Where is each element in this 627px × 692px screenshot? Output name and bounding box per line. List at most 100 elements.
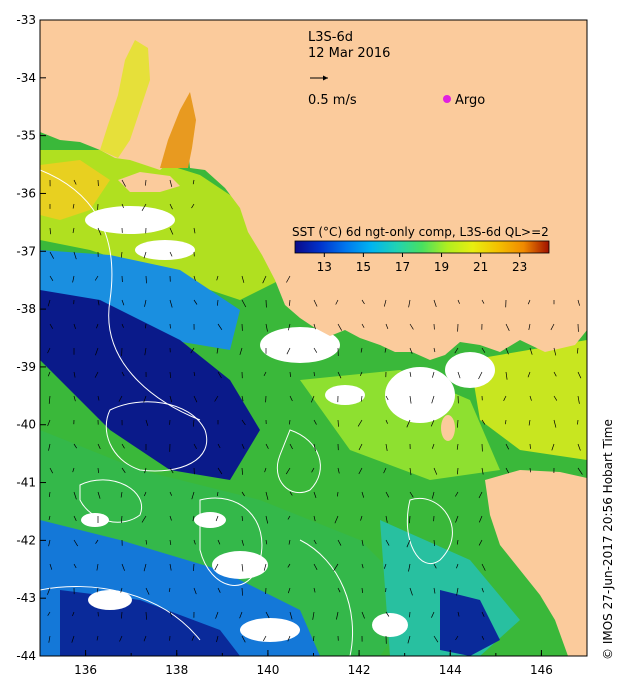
current-vector <box>241 587 243 596</box>
current-vector <box>334 515 339 524</box>
vector-scale-label: 0.5 m/s <box>308 93 357 108</box>
current-vector <box>169 563 172 571</box>
current-vector <box>431 395 435 404</box>
colorbar-tick-label: 19 <box>434 260 449 274</box>
argo-label: Argo <box>455 93 485 108</box>
current-vector <box>73 539 78 547</box>
current-vector <box>169 299 173 308</box>
current-vector <box>287 515 291 520</box>
current-vector <box>48 395 51 404</box>
current-vector <box>169 251 173 257</box>
current-vector <box>48 539 51 547</box>
current-vector <box>313 587 316 593</box>
current-vector <box>385 419 388 424</box>
current-vector <box>408 563 411 572</box>
y-tick-label: -39 <box>16 360 36 374</box>
current-vector <box>337 587 341 593</box>
current-vector <box>97 467 99 474</box>
current-vector <box>337 323 343 331</box>
current-vector <box>433 347 436 353</box>
current-vector <box>96 563 99 571</box>
current-vector <box>216 347 219 354</box>
current-vector <box>215 515 219 522</box>
argo-marker-icon <box>443 95 451 103</box>
current-vector <box>313 299 318 307</box>
current-vector <box>217 467 223 475</box>
y-tick-label: -43 <box>16 591 36 605</box>
tasmania <box>485 470 587 656</box>
current-vector <box>481 587 484 593</box>
current-vector <box>95 347 99 356</box>
current-vector <box>241 395 244 402</box>
current-vector <box>169 395 173 403</box>
current-vector <box>169 323 171 329</box>
sst-band-cool-mid <box>40 250 240 350</box>
current-vector <box>528 323 531 330</box>
x-tick-label: 142 <box>348 663 371 677</box>
current-vector <box>72 467 75 473</box>
current-vector <box>190 347 195 354</box>
current-vector <box>456 563 459 569</box>
current-vector <box>456 443 459 450</box>
land-mass <box>40 20 587 360</box>
current-vector <box>385 491 390 498</box>
current-vector <box>481 419 486 425</box>
current-vector <box>454 491 459 497</box>
current-vector <box>143 395 147 403</box>
current-vector <box>169 203 173 210</box>
current-vector <box>49 467 54 474</box>
current-vector <box>145 419 149 426</box>
current-vector <box>95 539 99 544</box>
current-vector <box>505 323 510 331</box>
current-vector <box>265 611 270 619</box>
current-vector <box>478 371 483 380</box>
current-vector <box>433 587 436 594</box>
current-vector <box>193 275 196 281</box>
colorbar-title: SST (°C) 6d ngt-only comp, L3S-6d QL>=2 <box>292 225 549 239</box>
current-vector <box>361 491 365 498</box>
current-vector <box>310 395 315 403</box>
product-label: L3S-6d <box>308 30 353 45</box>
current-vector <box>431 443 435 449</box>
y-tick-label: -36 <box>16 186 36 200</box>
current-vector <box>72 275 75 283</box>
y-tick-label: -40 <box>16 418 36 432</box>
current-vector <box>576 347 579 354</box>
current-vector <box>383 299 387 307</box>
current-vector <box>457 467 459 475</box>
y-tick-label: -41 <box>16 476 36 490</box>
current-vector <box>121 371 125 377</box>
current-vector <box>337 539 342 546</box>
current-vector <box>169 179 173 187</box>
current-vector <box>505 371 508 380</box>
current-vector <box>384 347 387 353</box>
current-vector <box>241 299 247 308</box>
current-vector <box>409 371 412 377</box>
current-vector <box>169 515 172 521</box>
current-vector <box>358 443 363 451</box>
kangaroo-island <box>118 172 180 192</box>
y-tick-label: -34 <box>16 71 36 85</box>
current-vector <box>577 443 581 451</box>
current-vector <box>47 347 51 354</box>
current-vector <box>265 539 268 545</box>
current-vector <box>409 515 411 524</box>
current-vector <box>481 347 486 353</box>
current-vector <box>49 275 54 281</box>
current-vector <box>313 323 316 330</box>
current-vector <box>385 611 390 617</box>
current-vector <box>169 491 173 496</box>
current-vector <box>214 563 219 571</box>
current-vector <box>333 563 339 571</box>
current-vector <box>457 371 461 379</box>
current-vector <box>529 443 531 449</box>
current-vector <box>143 491 147 497</box>
current-vector <box>49 323 54 329</box>
current-vector <box>357 419 363 427</box>
sst-band-southeast-blue <box>440 590 500 656</box>
current-vector <box>73 515 77 521</box>
current-vector <box>121 323 124 328</box>
current-vector <box>313 539 317 545</box>
current-vector <box>193 443 197 449</box>
